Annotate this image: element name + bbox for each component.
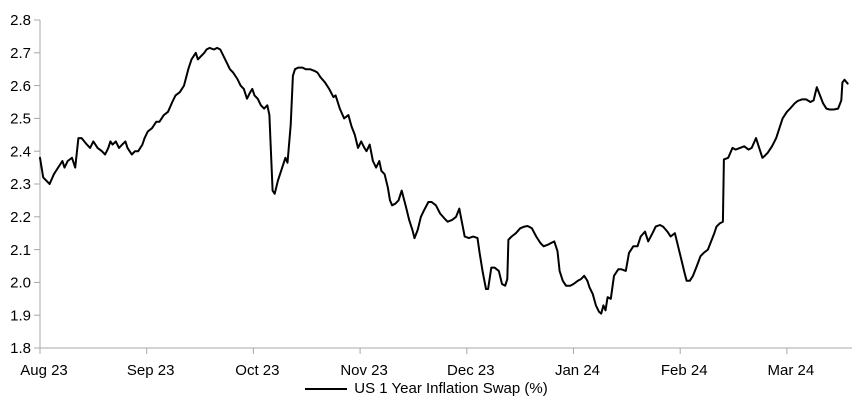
y-tick-label: 2.1 bbox=[10, 242, 31, 259]
y-tick-label: 2.8 bbox=[10, 12, 31, 29]
x-tick-label: Mar 24 bbox=[768, 362, 815, 379]
x-tick-label: Nov 23 bbox=[340, 362, 388, 379]
y-tick-label: 1.9 bbox=[10, 307, 31, 324]
y-tick-label: 2.2 bbox=[10, 209, 31, 226]
legend: US 1 Year Inflation Swap (%) bbox=[0, 380, 853, 397]
legend-label: US 1 Year Inflation Swap (%) bbox=[354, 380, 548, 397]
legend-line-sample bbox=[305, 387, 348, 390]
x-tick-label: Jan 24 bbox=[555, 362, 600, 379]
x-tick-label: Sep 23 bbox=[127, 362, 175, 379]
y-tick-label: 2.6 bbox=[10, 78, 31, 95]
series-line-us-1y-inflation-swap bbox=[39, 46, 849, 315]
y-tick-label: 2.5 bbox=[10, 111, 31, 128]
x-tick-label: Feb 24 bbox=[661, 362, 708, 379]
y-tick-label: 1.8 bbox=[10, 340, 31, 357]
x-tick-label: Dec 23 bbox=[447, 362, 495, 379]
x-tick-label: Oct 23 bbox=[235, 362, 279, 379]
x-tick-label: Aug 23 bbox=[20, 362, 68, 379]
y-tick-label: 2.4 bbox=[10, 143, 31, 160]
y-tick-label: 2.3 bbox=[10, 176, 31, 193]
y-tick-label: 2.0 bbox=[10, 275, 31, 292]
y-tick-label: 2.7 bbox=[10, 45, 31, 62]
